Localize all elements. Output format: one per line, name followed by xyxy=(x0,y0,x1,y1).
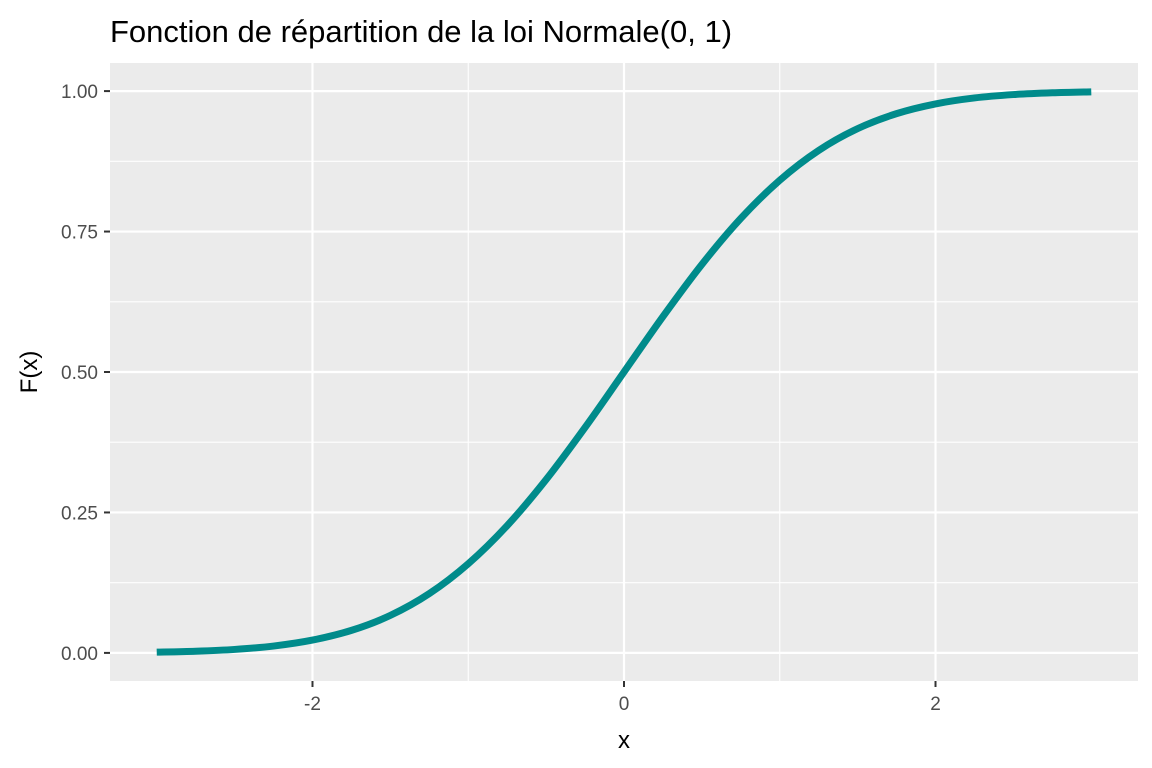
series-layer xyxy=(156,88,1092,656)
series-line xyxy=(156,88,1092,656)
data-point xyxy=(585,427,586,428)
data-point xyxy=(1091,91,1092,92)
data-point xyxy=(896,113,897,114)
data-point xyxy=(546,479,547,480)
data-point xyxy=(390,615,391,616)
data-point xyxy=(1013,94,1014,95)
data-point xyxy=(935,103,936,104)
data-point xyxy=(701,264,702,265)
major-gridlines xyxy=(110,63,1138,681)
y-tick-label: 0.50 xyxy=(61,363,98,384)
data-point xyxy=(1052,92,1053,93)
data-point xyxy=(312,640,313,641)
data-point xyxy=(273,646,274,647)
data-point xyxy=(156,652,157,653)
data-point xyxy=(195,651,196,652)
y-axis: 0.00 0.25 0.50 0.75 1.00 xyxy=(61,82,110,665)
y-tick-label: 1.00 xyxy=(61,82,98,103)
chart-title: Fonction de répartition de la loi Normal… xyxy=(110,14,732,49)
x-tick-label: 2 xyxy=(930,694,941,715)
x-tick-label: 0 xyxy=(619,694,630,715)
y-tick-label: 0.25 xyxy=(61,503,98,524)
data-point xyxy=(468,563,469,564)
data-point xyxy=(818,150,819,151)
data-point xyxy=(351,630,352,631)
data-point xyxy=(662,316,663,317)
data-point xyxy=(624,372,625,373)
data-point xyxy=(234,649,235,650)
y-tick-label: 0.75 xyxy=(61,223,98,244)
y-axis-title: F(x) xyxy=(16,351,43,394)
x-axis: -2 0 2 xyxy=(304,681,941,715)
data-point xyxy=(974,97,975,98)
y-tick-label: 0.00 xyxy=(61,644,98,665)
data-point xyxy=(507,525,508,526)
data-point xyxy=(740,218,741,219)
x-axis-title: x xyxy=(618,727,630,754)
data-point xyxy=(429,593,430,594)
data-point xyxy=(857,128,858,129)
x-tick-label: -2 xyxy=(304,694,321,715)
data-point xyxy=(779,180,780,181)
